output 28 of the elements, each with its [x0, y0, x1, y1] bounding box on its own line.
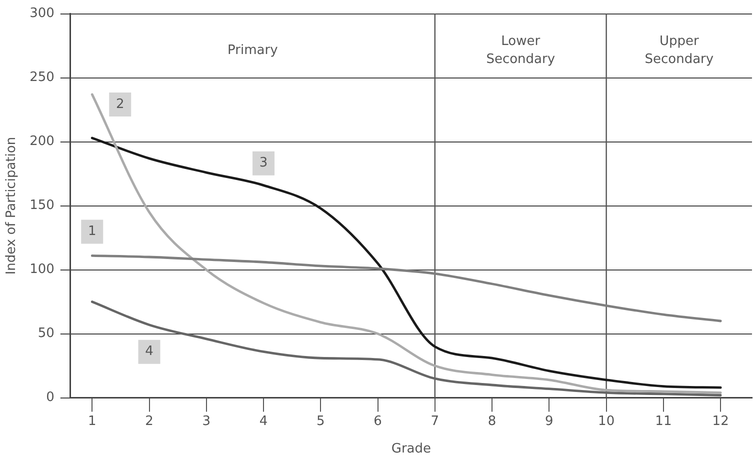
y-tick-label: 200 [30, 134, 54, 150]
x-tick-label: 6 [374, 414, 382, 429]
x-tick-label: 4 [259, 414, 268, 429]
y-axis-title: Index of Participation [4, 136, 20, 275]
y-tick-label: 0 [46, 390, 54, 406]
x-tick-label: 3 [202, 414, 211, 429]
x-tick-label: 7 [430, 414, 440, 429]
annotation: Lower Secondary [486, 34, 556, 68]
x-tick-label: 5 [316, 414, 325, 429]
annotation: Upper Secondary [644, 34, 714, 68]
series-label: 2 [116, 96, 124, 112]
annotation: Primary [228, 43, 278, 58]
y-tick-label: 100 [30, 262, 54, 278]
x-tick-label: 12 [712, 414, 729, 429]
y-tick-label: 150 [30, 198, 54, 214]
series-label: 4 [145, 344, 154, 360]
series-label: 1 [88, 224, 96, 240]
x-tick-label: 8 [488, 414, 496, 429]
x-tick-label: 9 [545, 414, 554, 429]
x-axis-title: Grade [391, 442, 432, 457]
y-tick-label: 250 [30, 70, 54, 86]
x-tick-label: 2 [145, 414, 154, 429]
y-tick-label: 50 [38, 326, 54, 342]
x-tick-label: 1 [88, 414, 96, 429]
x-tick-label: 11 [655, 414, 672, 429]
x-tick-label: 10 [598, 414, 615, 429]
y-tick-label: 300 [30, 6, 54, 22]
series-label: 3 [259, 156, 268, 171]
